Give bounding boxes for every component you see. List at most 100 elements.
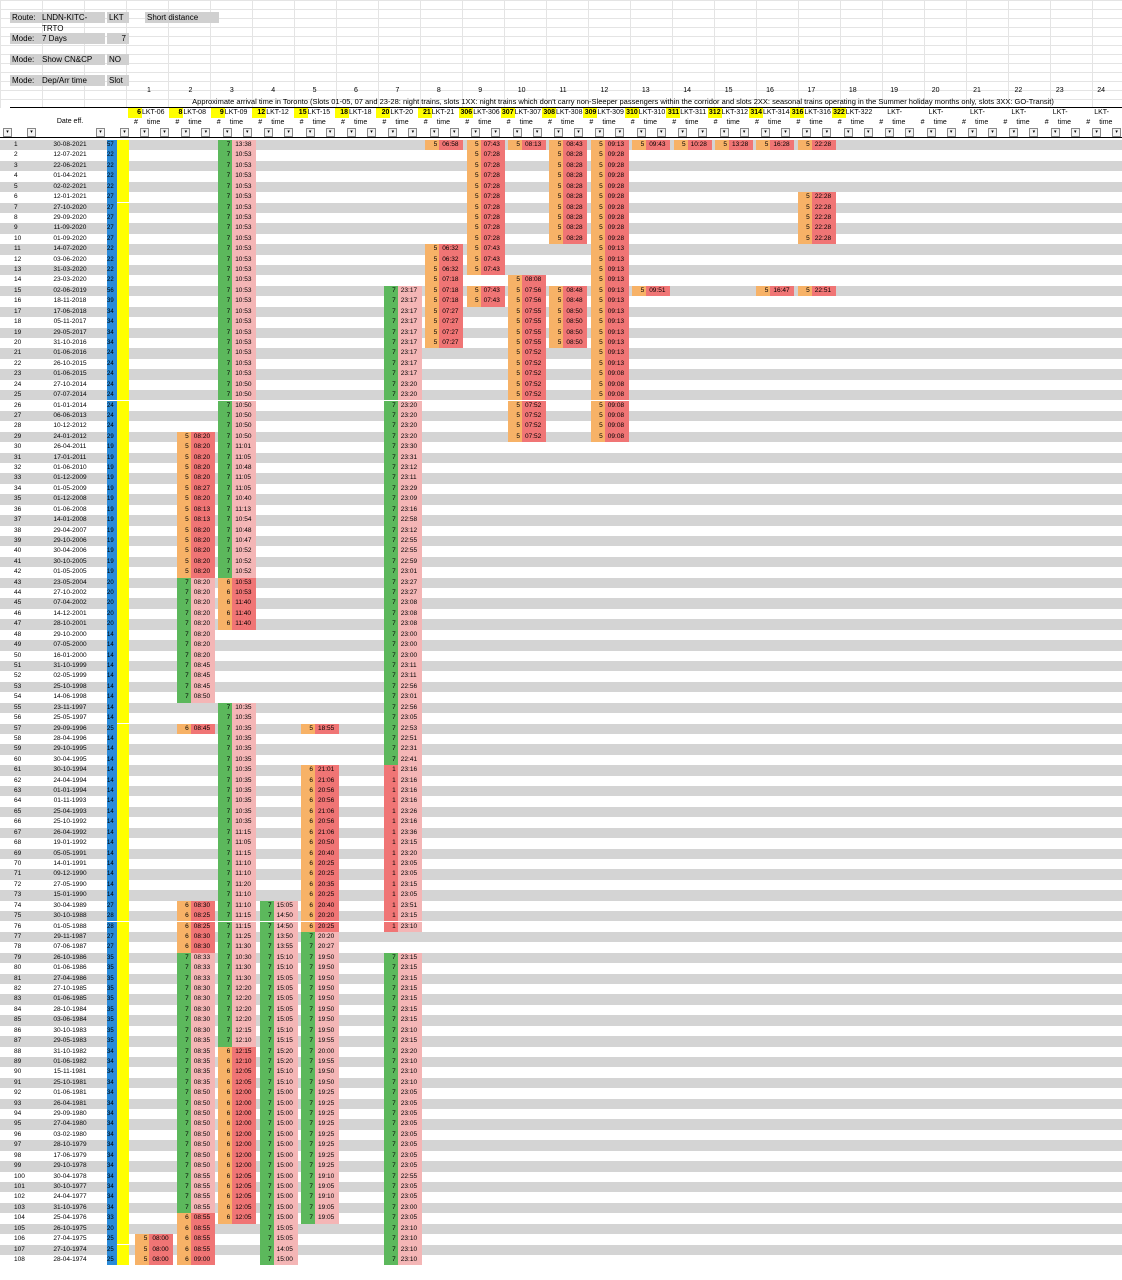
filter-dropdown-button[interactable]: ▾ [1029, 128, 1039, 137]
date-effective[interactable]: 01-06-2008 [53, 505, 87, 513]
train-cell[interactable]: 1 23:15 [383, 838, 422, 849]
train-cell[interactable]: 7 08:55 [176, 1182, 215, 1193]
filter-dropdown-button[interactable]: ▾ [222, 128, 232, 137]
train-cell[interactable]: 7 19:25 [301, 1150, 339, 1162]
date-effective[interactable]: 02-06-2019 [53, 286, 87, 294]
slot-count-cell[interactable]: 35 [107, 952, 129, 964]
train-cell[interactable]: 7 08:30 [176, 994, 215, 1005]
train-cell[interactable]: 7 10:53 [218, 171, 257, 182]
train-cell[interactable]: 7 22:41 [383, 754, 422, 766]
train-cell[interactable]: 7 10:53 [218, 358, 257, 370]
train-cell[interactable]: 1 23:05 [383, 890, 422, 901]
train-cell[interactable]: 5 08:00 [135, 1234, 174, 1245]
train-cell[interactable]: 5 09:51 [632, 285, 671, 297]
train-cell[interactable]: 5 08:50 [549, 327, 588, 338]
train-cell[interactable]: 7 15:20 [259, 1046, 298, 1057]
train-cell[interactable]: 1 23:16 [383, 786, 422, 797]
date-effective[interactable]: 27-10-1974 [53, 1245, 87, 1253]
train-cell[interactable]: 5 07:43 [466, 244, 505, 255]
train-cell[interactable]: 7 23:17 [383, 327, 422, 338]
train-cell[interactable]: 7 22:56 [383, 681, 422, 693]
slot-count-cell[interactable]: 19 [107, 473, 129, 484]
train-cell[interactable]: 7 15:10 [259, 1077, 298, 1089]
train-cell[interactable]: 7 10:35 [218, 702, 257, 714]
train-cell[interactable]: 7 19:50 [301, 1067, 339, 1078]
train-cell[interactable]: 7 08:50 [176, 1161, 215, 1172]
train-cell[interactable]: 6 20:25 [301, 921, 339, 932]
train-cell[interactable]: 7 08:30 [176, 984, 215, 995]
train-cell[interactable]: 7 10:53 [218, 348, 257, 359]
train-cell[interactable]: 5 07:56 [508, 285, 546, 297]
train-cell[interactable]: 7 15:05 [259, 1234, 298, 1245]
train-cell[interactable]: 6 20:20 [301, 911, 339, 922]
slot-count-cell[interactable]: 34 [107, 327, 129, 338]
slot-count-cell[interactable]: 19 [107, 494, 129, 505]
train-cell[interactable]: 7 12:15 [218, 1025, 257, 1037]
train-cell[interactable]: 5 08:28 [549, 202, 588, 213]
train-cell[interactable]: 7 11:15 [218, 827, 257, 839]
train-cell[interactable]: 7 19:25 [301, 1161, 339, 1172]
train-cell[interactable]: 7 10:52 [218, 556, 257, 568]
mode-show-flag-cell[interactable]: NO [107, 54, 129, 65]
slot-count-cell[interactable]: 39 [107, 296, 129, 307]
train-cell[interactable]: 7 19:55 [301, 1056, 339, 1068]
train-cell[interactable]: 5 09:08 [590, 390, 629, 401]
train-cell[interactable]: 7 13:50 [259, 931, 298, 943]
slot-count-cell[interactable]: 22 [107, 265, 129, 276]
train-cell[interactable]: 6 12:00 [218, 1129, 257, 1141]
train-cell[interactable]: 7 15:10 [259, 1025, 298, 1037]
train-cell[interactable]: 5 07:28 [466, 181, 505, 193]
date-effective[interactable]: 07-06-1987 [53, 943, 87, 951]
train-cell[interactable]: 5 07:52 [508, 390, 546, 401]
slot-header[interactable]: LKT- [1080, 108, 1122, 118]
train-cell[interactable]: 5 13:28 [715, 140, 753, 151]
train-cell[interactable]: 7 08:50 [176, 1119, 215, 1130]
slot-count-cell[interactable]: 19 [107, 452, 129, 463]
slot-count-cell[interactable]: 34 [107, 337, 129, 349]
slot-count-cell[interactable]: 19 [107, 546, 129, 557]
date-effective[interactable]: 30-04-1978 [53, 1172, 87, 1180]
train-cell[interactable]: 5 07:43 [466, 265, 505, 276]
slot-count-cell[interactable]: 14 [107, 629, 129, 641]
train-cell[interactable]: 7 08:50 [176, 1129, 215, 1141]
date-effective[interactable]: 31-10-1976 [53, 1203, 87, 1211]
filter-dropdown-button[interactable]: ▾ [781, 128, 790, 137]
slot-count-cell[interactable]: 25 [107, 1234, 129, 1245]
train-cell[interactable]: 5 09:28 [590, 150, 629, 161]
train-cell[interactable]: 1 23:16 [383, 796, 422, 807]
train-cell[interactable]: 6 08:55 [176, 1234, 215, 1245]
train-cell[interactable]: 7 23:20 [383, 431, 422, 443]
train-cell[interactable]: 7 22:55 [383, 546, 422, 557]
train-cell[interactable]: 5 09:13 [590, 296, 629, 307]
train-cell[interactable]: 7 11:30 [218, 973, 257, 984]
train-cell[interactable]: 5 07:18 [425, 275, 464, 286]
date-effective[interactable]: 31-10-1999 [53, 662, 87, 669]
filter-dropdown-button[interactable]: ▾ [325, 128, 335, 137]
train-cell[interactable]: 5 08:28 [549, 181, 588, 193]
date-effective[interactable]: 28-10-1979 [53, 1141, 87, 1149]
slot-count-cell[interactable]: 14 [107, 692, 129, 703]
date-effective[interactable]: 24-04-1994 [53, 776, 87, 784]
date-effective[interactable]: 01-06-1982 [53, 1057, 87, 1065]
filter-dropdown-button[interactable]: ▾ [3, 128, 12, 137]
date-effective[interactable]: 05-05-1991 [53, 849, 87, 857]
train-cell[interactable]: 5 07:52 [508, 421, 546, 432]
slot-count-cell[interactable]: 34 [107, 1182, 129, 1193]
slot-count-cell[interactable]: 20 [107, 619, 129, 630]
train-cell[interactable]: 7 10:53 [218, 369, 257, 380]
train-cell[interactable]: 7 10:53 [218, 160, 257, 172]
slot-count-cell[interactable]: 27 [107, 233, 129, 245]
train-cell[interactable]: 6 09:00 [176, 1254, 215, 1266]
date-effective[interactable]: 29-04-2007 [53, 526, 87, 534]
train-cell[interactable]: 7 22:31 [383, 744, 422, 755]
slot-count-cell[interactable]: 34 [107, 1046, 129, 1057]
train-cell[interactable]: 1 23:16 [383, 775, 422, 787]
train-cell[interactable]: 6 08:30 [176, 900, 215, 912]
date-effective[interactable]: 29-05-2017 [53, 328, 87, 336]
train-cell[interactable]: 5 07:55 [508, 306, 546, 318]
date-effective[interactable]: 29-10-2000 [53, 630, 87, 638]
train-cell[interactable]: 6 12:00 [218, 1150, 257, 1162]
train-cell[interactable]: 6 21:06 [301, 806, 339, 818]
date-effective[interactable]: 29-09-1980 [53, 1110, 87, 1118]
slot-count-cell[interactable]: 27 [107, 931, 129, 943]
